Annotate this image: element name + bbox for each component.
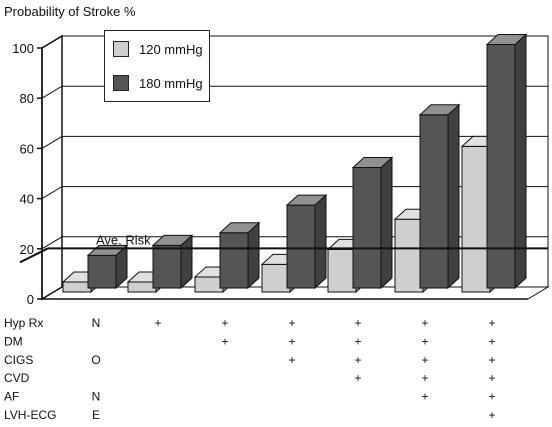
side-wall [41, 34, 63, 301]
none-letter: O [91, 353, 100, 367]
bar [151, 234, 194, 290]
y-tick-label: 40 [20, 192, 34, 207]
legend-label-180: 180 mmHg [139, 75, 203, 91]
none-letter: E [92, 408, 100, 422]
bar-side [380, 156, 393, 290]
bar-front [62, 281, 92, 293]
risk-factor-label: CVD [4, 371, 30, 385]
risk-factor-mark: + [221, 316, 228, 330]
risk-factor-label: DM [4, 334, 23, 348]
bar [218, 221, 261, 290]
legend: 120 mmHg 180 mmHg [104, 30, 210, 102]
risk-factor-mark: + [488, 390, 495, 404]
bar-side [447, 103, 460, 290]
risk-factor-label: LVH-ECG [4, 408, 56, 422]
risk-factor-mark: + [488, 334, 495, 348]
y-tick-label: 80 [20, 91, 34, 106]
risk-factor-mark: + [421, 390, 428, 404]
gridline [41, 135, 548, 149]
risk-factor-mark: + [221, 334, 228, 348]
risk-factor-mark: + [288, 334, 295, 348]
risk-factor-mark: + [421, 334, 428, 348]
bar-top [151, 234, 194, 246]
average-risk-connector [19, 247, 49, 264]
bar-front [261, 263, 291, 293]
risk-factor-mark: + [354, 334, 361, 348]
bar [86, 244, 129, 290]
legend-item-180: 180 mmHg [113, 75, 203, 91]
risk-factor-mark: + [488, 371, 495, 385]
bar-front [486, 44, 516, 289]
bar-front [152, 244, 182, 289]
bar-top [351, 157, 394, 169]
bar-front [461, 145, 491, 293]
risk-factor-mark: + [354, 316, 361, 330]
bar [351, 156, 394, 290]
bar-front [327, 248, 357, 293]
bar-top [285, 194, 328, 206]
legend-swatch-120 [113, 41, 129, 57]
bar [418, 103, 461, 290]
y-tick-label: 20 [20, 242, 34, 257]
y-tick-label: 0 [27, 292, 34, 307]
risk-factor-mark: + [154, 316, 161, 330]
bar-front [194, 276, 224, 293]
risk-factor-mark: + [421, 353, 428, 367]
bars-layer [61, 33, 528, 294]
bar-side [247, 221, 260, 290]
bar-front [352, 167, 382, 289]
bar-front [286, 204, 316, 289]
bar-side [514, 33, 527, 290]
risk-factor-mark: + [288, 316, 295, 330]
risk-factor-label: CIGS [4, 353, 33, 367]
risk-factor-mark: + [354, 353, 361, 367]
gridline [41, 35, 548, 49]
risk-factor-mark: + [488, 353, 495, 367]
risk-factor-mark: + [488, 408, 495, 422]
average-risk-label: Ave. Risk [96, 232, 151, 247]
chart-title: Probability of Stroke % [4, 4, 136, 19]
annotation-layer: Ave. Risk [19, 232, 548, 264]
risk-factor-label: AF [4, 390, 19, 404]
bar [285, 194, 328, 290]
bar-side [314, 194, 327, 290]
bar-top [218, 222, 261, 234]
bar-front [394, 218, 424, 293]
none-letter: N [92, 316, 101, 330]
bar-front [219, 232, 249, 289]
gridline [41, 85, 548, 99]
risk-factor-mark: + [421, 316, 428, 330]
risk-factor-label: Hyp Rx [4, 316, 43, 330]
risk-factor-table: Hyp Rx N + + + + + + DM + + + + + CIGS O + + + + CVD + + + AF N + +… [4, 316, 496, 422]
bar-top [418, 104, 461, 116]
risk-factor-mark: + [354, 371, 361, 385]
risk-factor-mark: + [288, 353, 295, 367]
bar-front [127, 281, 157, 293]
legend-label-120: 120 mmHg [139, 41, 203, 57]
bar [485, 33, 528, 290]
bar-front [419, 114, 449, 289]
legend-item-120: 120 mmHg [113, 41, 203, 57]
bar-front [87, 254, 117, 289]
y-tick-label: 60 [20, 141, 34, 156]
risk-factor-mark: + [421, 371, 428, 385]
legend-swatch-180 [113, 75, 129, 91]
risk-factor-mark: + [488, 316, 495, 330]
bar-top [485, 34, 528, 46]
y-tick-label: 100 [12, 41, 34, 56]
none-letter: N [92, 390, 101, 404]
